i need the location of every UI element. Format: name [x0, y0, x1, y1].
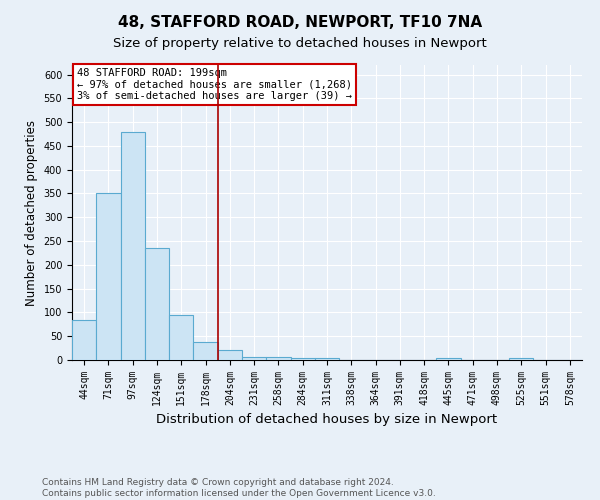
Text: Size of property relative to detached houses in Newport: Size of property relative to detached ho…	[113, 38, 487, 51]
Bar	[145, 248, 169, 360]
Bar	[96, 194, 121, 360]
Bar	[315, 358, 339, 360]
Bar	[169, 315, 193, 360]
Bar	[266, 357, 290, 360]
Bar	[193, 342, 218, 360]
Bar	[218, 350, 242, 360]
Bar	[242, 356, 266, 360]
Text: 48, STAFFORD ROAD, NEWPORT, TF10 7NA: 48, STAFFORD ROAD, NEWPORT, TF10 7NA	[118, 15, 482, 30]
Bar	[121, 132, 145, 360]
Bar	[509, 358, 533, 360]
X-axis label: Distribution of detached houses by size in Newport: Distribution of detached houses by size …	[157, 414, 497, 426]
Bar	[72, 320, 96, 360]
Bar	[436, 358, 461, 360]
Text: Contains HM Land Registry data © Crown copyright and database right 2024.
Contai: Contains HM Land Registry data © Crown c…	[42, 478, 436, 498]
Bar	[290, 358, 315, 360]
Text: 48 STAFFORD ROAD: 199sqm
← 97% of detached houses are smaller (1,268)
3% of semi: 48 STAFFORD ROAD: 199sqm ← 97% of detach…	[77, 68, 352, 101]
Y-axis label: Number of detached properties: Number of detached properties	[25, 120, 38, 306]
